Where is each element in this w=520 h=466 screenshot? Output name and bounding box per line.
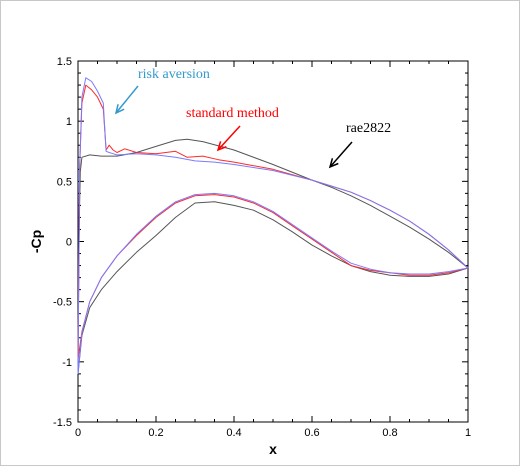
x-tick-label: 1 <box>465 427 471 439</box>
y-tick-label: -0.5 <box>53 297 72 309</box>
y-tick-label: 0 <box>66 237 72 249</box>
series-line-standard-method-upper <box>77 84 469 360</box>
y-tick-label: 0.5 <box>57 176 72 188</box>
series-line-risk-aversion-lower <box>77 192 469 374</box>
x-tick-label: 0.8 <box>382 427 397 439</box>
series-line-rae2822-upper <box>77 138 469 374</box>
annotation-arrowhead-standard-method <box>216 141 227 152</box>
y-tick-label: -1 <box>62 357 72 369</box>
x-tick-label: 0 <box>75 427 81 439</box>
y-tick-label: -1.5 <box>53 417 72 429</box>
x-tick-label: 0.2 <box>148 427 163 439</box>
annotation-arrowhead-risk-aversion <box>114 104 125 115</box>
series-line-rae2822-lower <box>77 201 469 374</box>
ticks-group: 0 0.2 0.4 0.6 0.8 1 1.5 1 0.5 0 -0.5 -1 -1.5 <box>53 56 471 439</box>
annotation-rae2822: rae2822 <box>346 121 391 136</box>
annotation-arrow-risk-aversion <box>115 85 139 114</box>
series-line-risk-aversion-upper <box>77 77 469 374</box>
x-tick-label: 0.4 <box>226 427 241 439</box>
x-axis-label: x <box>269 441 277 457</box>
series-group <box>77 77 469 374</box>
y-tick-label: 1 <box>66 116 72 128</box>
y-tick-label: 1.5 <box>57 56 72 68</box>
y-axis-label: -Cp <box>28 230 44 253</box>
x-tick-label: 0.6 <box>304 427 319 439</box>
annotations-group: risk aversion standard method rae2822 <box>114 67 391 169</box>
annotation-risk-aversion: risk aversion <box>138 67 210 82</box>
annotation-arrowhead-rae2822 <box>328 158 339 169</box>
annotation-standard-method: standard method <box>186 106 279 121</box>
annotation-arrow-rae2822 <box>329 141 353 168</box>
annotation-arrow-standard-method <box>217 125 241 151</box>
